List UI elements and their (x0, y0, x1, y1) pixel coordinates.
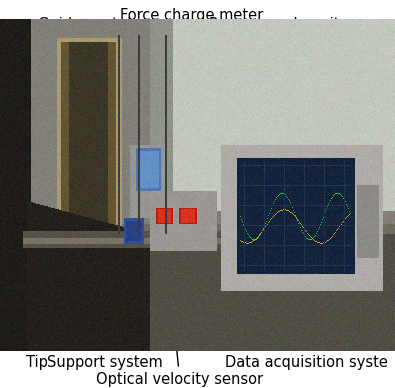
Text: Optical velocity sensor: Optical velocity sensor (96, 227, 263, 387)
Text: Support system: Support system (47, 220, 163, 370)
Text: Guidance tube: Guidance tube (38, 17, 145, 52)
Text: Force charge meter: Force charge meter (120, 8, 263, 57)
Text: Tip: Tip (26, 262, 47, 370)
Text: Data acquisition syste: Data acquisition syste (225, 220, 387, 370)
Text: Power supply unit: Power supply unit (209, 17, 340, 114)
